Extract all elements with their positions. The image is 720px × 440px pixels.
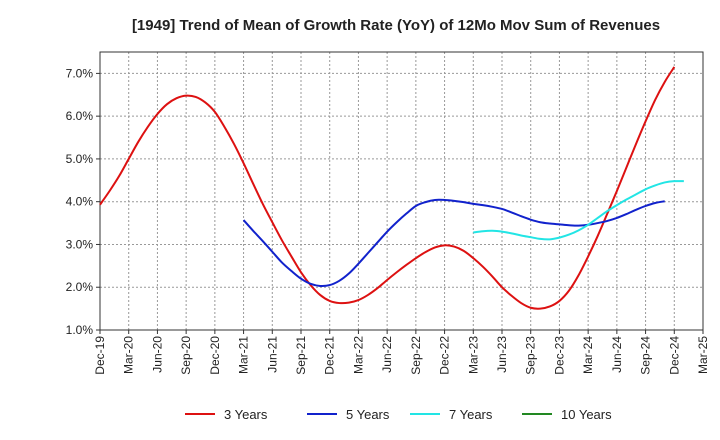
x-tick-label: Sep-23: [524, 336, 538, 375]
y-tick-label: 2.0%: [66, 280, 94, 294]
legend-label-3-years: 3 Years: [224, 407, 268, 422]
series-line-3-years: [99, 66, 676, 310]
y-tick-label: 6.0%: [66, 109, 94, 123]
x-tick-label: Sep-24: [639, 336, 653, 375]
x-tick-label: Dec-24: [667, 336, 681, 375]
grid: [99, 52, 704, 331]
y-tick-label: 3.0%: [66, 237, 94, 251]
x-tick-label: Sep-20: [179, 336, 193, 375]
legend-label-7-years: 7 Years: [449, 407, 493, 422]
x-tick-label: Sep-22: [409, 336, 423, 375]
x-tick-label: Jun-22: [380, 336, 394, 373]
x-tick-label: Jun-21: [265, 336, 279, 373]
x-tick-label: Mar-20: [122, 336, 136, 374]
x-tick-label: Dec-21: [323, 336, 337, 375]
series-line-5-years: [242, 198, 665, 288]
x-tick-label: Dec-19: [93, 336, 107, 375]
x-tick-label: Mar-23: [466, 336, 480, 374]
legend-label-5-years: 5 Years: [346, 407, 390, 422]
legend-label-10-years: 10 Years: [561, 407, 612, 422]
legend: 3 Years 5 Years 7 Years 10 Years: [185, 407, 612, 422]
x-tick-label: Mar-22: [351, 336, 365, 374]
x-tick-label: Mar-21: [237, 336, 251, 374]
y-tick-label: 1.0%: [66, 323, 94, 337]
plot-area: [99, 51, 704, 331]
chart-title: [1949] Trend of Mean of Growth Rate (YoY…: [132, 17, 660, 34]
x-tick-label: Jun-24: [610, 336, 624, 373]
x-tick-label: Jun-20: [150, 336, 164, 373]
x-tick-label: Sep-21: [294, 336, 308, 375]
x-tick-label: Dec-22: [438, 336, 452, 375]
series-line-7-years: [473, 180, 684, 241]
y-tick-label: 7.0%: [66, 66, 94, 80]
x-tick-label: Mar-25: [696, 336, 710, 374]
x-tick-label: Mar-24: [581, 336, 595, 374]
x-tick-label: Jun-23: [495, 336, 509, 373]
x-tick-label: Dec-23: [552, 336, 566, 375]
y-tick-label: 4.0%: [66, 195, 94, 209]
x-axis: Dec-19 Mar-20 Jun-20 Sep-20 Dec-20 Mar-21 Jun-…: [93, 330, 710, 375]
y-tick-label: 5.0%: [66, 152, 94, 166]
series-lines: [99, 66, 684, 310]
y-axis: 1.0% 2.0% 3.0% 4.0% 5.0% 6.0% 7.0%: [66, 66, 100, 337]
x-tick-label: Dec-20: [208, 336, 222, 375]
